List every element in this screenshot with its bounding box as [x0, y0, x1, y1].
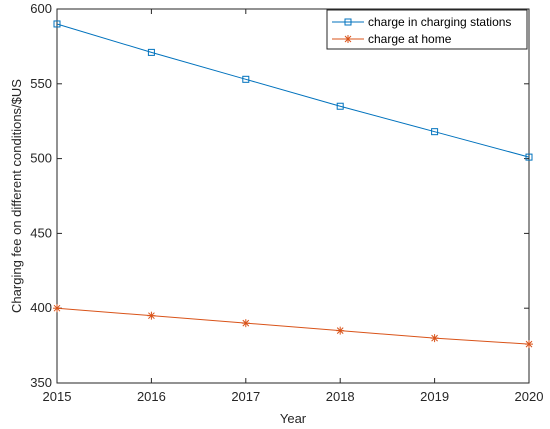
data-point-0-2 — [242, 75, 250, 83]
y-axis-title: Charging fee on different conditions/$US — [9, 79, 24, 313]
x-tick-label: 2018 — [326, 389, 355, 404]
series-line-0 — [56, 23, 530, 158]
data-point-0-1 — [147, 48, 155, 56]
data-point-1-4 — [430, 334, 439, 343]
series-layer — [53, 20, 533, 349]
y-tick-label: 500 — [30, 151, 52, 166]
data-point-0-0 — [53, 20, 61, 28]
x-tick-label: 2016 — [137, 389, 166, 404]
legend-marker-1-stroke — [344, 35, 352, 43]
x-tick-label: 2020 — [515, 389, 544, 404]
y-axis-ticks: 350 400 450 500 550 600 — [30, 1, 529, 390]
plot-area — [56, 8, 530, 384]
data-point-1-1-stroke — [148, 312, 155, 320]
data-point-1-2-stroke — [242, 319, 250, 327]
data-point-1-4-stroke — [431, 334, 438, 342]
x-tick-label: 2017 — [231, 389, 260, 404]
y-tick-label: 600 — [30, 1, 52, 16]
data-point-1-0 — [53, 304, 61, 313]
legend-box — [326, 9, 528, 50]
x-axis-ticks: 2015 2016 2017 2018 2019 2020 — [43, 9, 544, 404]
data-point-1-5 — [525, 340, 533, 349]
y-tick-label: 450 — [30, 225, 52, 240]
data-point-0-3 — [336, 102, 344, 110]
series-line-1 — [56, 307, 530, 345]
data-point-0-4 — [431, 128, 439, 136]
x-tick-label: 2015 — [43, 389, 72, 404]
legend-label-0: charge in charging stations — [368, 15, 511, 29]
x-tick-label: 2019 — [420, 389, 449, 404]
legend-label-1: charge at home — [368, 32, 452, 46]
legend-marker-1 — [344, 35, 352, 43]
y-tick-label: 550 — [30, 76, 52, 91]
legend-marker-0 — [344, 18, 352, 26]
legend: charge in charging stations charge at hom… — [326, 9, 528, 50]
x-axis-title: Year — [280, 411, 307, 426]
data-point-1-2 — [241, 319, 250, 328]
y-tick-label: 350 — [30, 375, 52, 390]
data-point-1-5-stroke — [525, 340, 533, 348]
data-point-1-3 — [336, 326, 345, 335]
y-tick-label: 400 — [30, 300, 52, 315]
data-point-0-5 — [525, 153, 533, 161]
data-point-1-0-stroke — [53, 304, 61, 312]
data-point-1-1 — [147, 311, 156, 320]
data-point-1-3-stroke — [336, 327, 344, 334]
